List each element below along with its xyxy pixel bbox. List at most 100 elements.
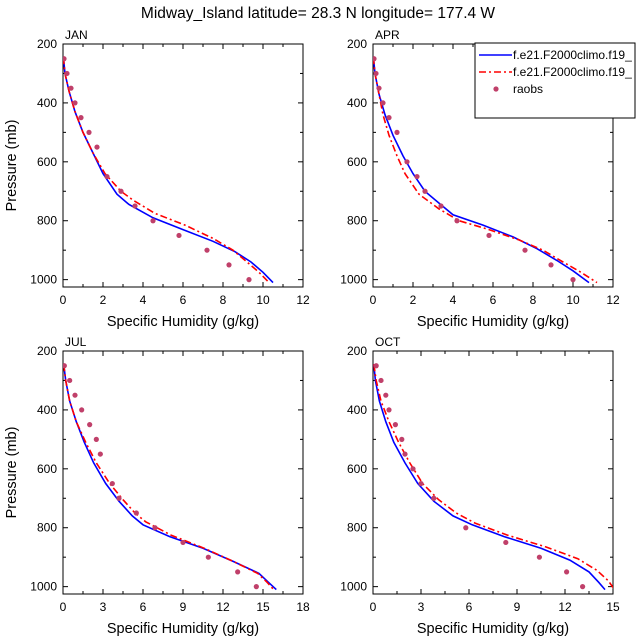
x-tick-label: 4 — [450, 293, 457, 307]
raobs-point — [378, 377, 384, 384]
raobs-point — [418, 480, 424, 487]
series-group — [63, 56, 274, 284]
raobs-point — [109, 480, 115, 487]
panel-label: JUL — [65, 335, 87, 349]
raobs-point — [63, 363, 67, 369]
x-tick-label: 12 — [606, 293, 620, 307]
x-tick-label: 9 — [514, 600, 521, 614]
x-axis-label: Specific Humidity (g/kg) — [417, 314, 569, 330]
y-axis-label: Pressure (mb) — [4, 427, 20, 519]
raobs-point — [486, 232, 492, 239]
series-line-solid — [373, 364, 606, 591]
raobs-point — [548, 262, 554, 268]
x-tick-label: 0 — [60, 600, 67, 614]
raobs-point — [72, 100, 78, 106]
x-tick-label: 9 — [180, 600, 187, 614]
raobs-point — [392, 422, 398, 428]
raobs-point — [104, 173, 110, 180]
raobs-point — [570, 277, 576, 283]
x-tick-label: 12 — [216, 600, 230, 614]
raobs-point — [463, 525, 469, 531]
raobs-point — [399, 436, 405, 442]
y-tick-label: 600 — [37, 462, 57, 476]
raobs-point — [133, 510, 139, 516]
x-tick-label: 10 — [256, 293, 270, 307]
raobs-point — [235, 569, 241, 575]
y-tick-label: 800 — [347, 214, 367, 228]
raobs-point — [64, 70, 70, 77]
raobs-point — [383, 392, 389, 398]
panel-label: APR — [375, 28, 400, 42]
x-tick-label: 6 — [140, 600, 147, 614]
x-tick-label: 2 — [100, 293, 107, 307]
legend-label: f.e21.F2000climo.f19_ — [513, 48, 632, 62]
raobs-point — [205, 554, 211, 560]
y-tick-label: 600 — [37, 155, 57, 169]
x-tick-label: 4 — [140, 293, 147, 307]
raobs-point — [373, 56, 377, 62]
raobs-point — [68, 85, 74, 91]
raobs-point — [253, 584, 259, 590]
x-tick-label: 0 — [370, 293, 377, 307]
x-tick-label: 3 — [418, 600, 425, 614]
x-tick-label: 6 — [490, 293, 497, 307]
raobs-point — [132, 203, 138, 209]
raobs-point — [380, 100, 386, 106]
raobs-point — [176, 232, 182, 239]
panel-jul: JUL 0 3 6 9 12 15 18 200 400 600 800 1000 Specific Hu… — [4, 335, 310, 637]
raobs-point — [97, 451, 103, 457]
raobs-point — [402, 451, 408, 457]
raobs-point — [410, 466, 416, 472]
y-tick-label: 200 — [347, 37, 367, 51]
panel-oct: OCT 0 3 6 9 12 15 200 400 600 800 1000 Specific Humi… — [340, 335, 620, 637]
raobs-point — [150, 218, 156, 224]
x-axis-label: Specific Humidity (g/kg) — [107, 621, 259, 637]
plot-frame — [372, 350, 614, 595]
y-tick-label: 200 — [37, 37, 57, 51]
x-axis-label: Specific Humidity (g/kg) — [417, 621, 569, 637]
figure-title: Midway_Island latitude= 28.3 N longitude… — [141, 5, 496, 22]
x-tick-label: 6 — [466, 600, 473, 614]
panel-label: JAN — [65, 28, 88, 42]
series-line-solid — [63, 57, 274, 284]
legend-label: raobs — [513, 82, 543, 96]
y-tick-label: 1000 — [30, 580, 57, 594]
x-tick-label: 8 — [530, 293, 537, 307]
y-tick-label: 200 — [347, 344, 367, 358]
x-tick-label: 2 — [410, 293, 417, 307]
y-tick-label: 800 — [347, 521, 367, 535]
raobs-point — [246, 277, 252, 283]
raobs-point — [580, 584, 586, 590]
x-tick-label: 10 — [566, 293, 580, 307]
series-group — [373, 56, 598, 284]
raobs-point — [386, 407, 392, 413]
y-tick-label: 1000 — [340, 580, 367, 594]
raobs-point — [87, 422, 93, 428]
legend: f.e21.F2000climo.f19_ f.e21.F2000climo.f1… — [474, 42, 636, 119]
raobs-point — [63, 56, 67, 62]
x-tick-label: 8 — [220, 293, 227, 307]
raobs-point — [204, 247, 210, 253]
legend-marker — [493, 86, 499, 92]
raobs-point — [93, 436, 99, 442]
raobs-point — [454, 218, 460, 224]
raobs-point — [94, 144, 100, 150]
raobs-point — [226, 262, 232, 268]
raobs-point — [503, 539, 509, 546]
x-tick-label: 12 — [558, 600, 572, 614]
series-line-dashed — [63, 57, 270, 284]
raobs-point — [404, 159, 410, 165]
raobs-point — [79, 407, 85, 413]
y-tick-label: 600 — [347, 155, 367, 169]
y-tick-label: 800 — [37, 214, 57, 228]
y-axis-label: Pressure (mb) — [4, 120, 20, 212]
x-tick-label: 12 — [296, 293, 310, 307]
raobs-point — [180, 539, 186, 546]
y-tick-label: 1000 — [340, 273, 367, 287]
raobs-point — [86, 129, 92, 135]
raobs-point — [414, 173, 420, 180]
x-tick-label: 6 — [180, 293, 187, 307]
series-group — [63, 363, 277, 591]
raobs-point — [564, 569, 570, 575]
